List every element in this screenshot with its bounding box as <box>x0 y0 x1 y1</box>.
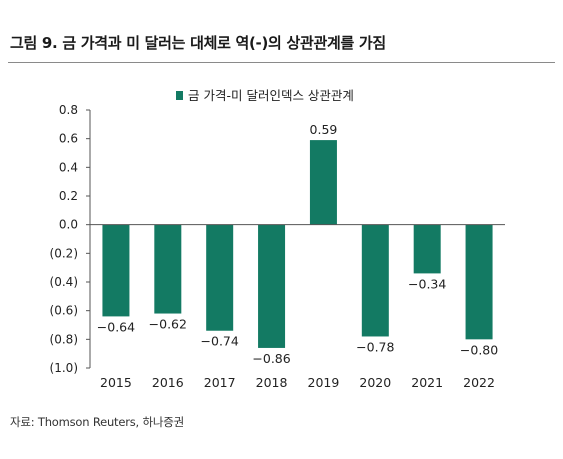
y-axis: 0.8 0.6 0.4 0.2 0.0 (0.2) (0.4) (0.6) (0.8) (1.0) <box>50 103 91 375</box>
data-label: −0.74 <box>201 334 239 349</box>
data-label: −0.34 <box>408 276 446 291</box>
y-tick-label: 0.6 <box>59 132 78 146</box>
y-tick-label: 0.0 <box>59 218 78 232</box>
data-label: −0.86 <box>252 351 290 366</box>
bar <box>102 224 130 317</box>
data-label: −0.62 <box>149 317 187 332</box>
bar <box>413 224 441 274</box>
bar <box>361 224 389 337</box>
x-tick-label: 2018 <box>256 375 288 390</box>
y-tick-label: 0.8 <box>59 103 78 117</box>
legend-swatch <box>176 91 183 100</box>
legend-label: 금 가격-미 달러인덱스 상관관계 <box>188 88 354 103</box>
figure-title: 그림 9. 금 가격과 미 달러는 대체로 역(-)의 상관관계를 가짐 <box>10 34 386 52</box>
x-tick-label: 2015 <box>100 375 132 390</box>
title-divider <box>8 62 555 63</box>
bar <box>309 140 337 225</box>
bar-chart: 금 가격-미 달러인덱스 상관관계 0.8 0.6 0.4 0.2 0.0 (0.2) (0… <box>50 88 505 390</box>
chart-legend: 금 가격-미 달러인덱스 상관관계 <box>176 88 354 103</box>
data-label: −0.64 <box>97 319 135 334</box>
bar <box>206 224 234 331</box>
x-tick-label: 2019 <box>308 375 340 390</box>
x-tick-label: 2017 <box>204 375 236 390</box>
y-tick-label: 0.4 <box>59 160 78 174</box>
x-tick-label: 2022 <box>463 375 495 390</box>
bars: −0.64 −0.62 −0.74 −0.86 0.59 −0.78 −0.34 −0.80 <box>90 122 505 366</box>
x-axis: 2015 2016 2017 2018 2019 2020 2021 2022 <box>100 375 495 390</box>
data-label: −0.78 <box>356 339 394 354</box>
y-tick-label: (0.2) <box>50 246 78 260</box>
x-tick-label: 2016 <box>152 375 184 390</box>
y-tick-label: (1.0) <box>50 361 78 375</box>
y-tick-label: (0.6) <box>50 304 78 318</box>
data-label: −0.80 <box>460 342 498 357</box>
x-tick-label: 2021 <box>411 375 443 390</box>
y-tick-label: (0.4) <box>50 275 78 289</box>
data-label: 0.59 <box>310 122 338 137</box>
source-note: 자료: Thomson Reuters, 하나증권 <box>10 415 184 429</box>
y-tick-label: 0.2 <box>59 189 78 203</box>
bar <box>465 224 493 340</box>
y-tick-label: (0.8) <box>50 332 78 346</box>
x-tick-label: 2020 <box>359 375 391 390</box>
bar <box>154 224 182 314</box>
bar <box>258 224 286 348</box>
